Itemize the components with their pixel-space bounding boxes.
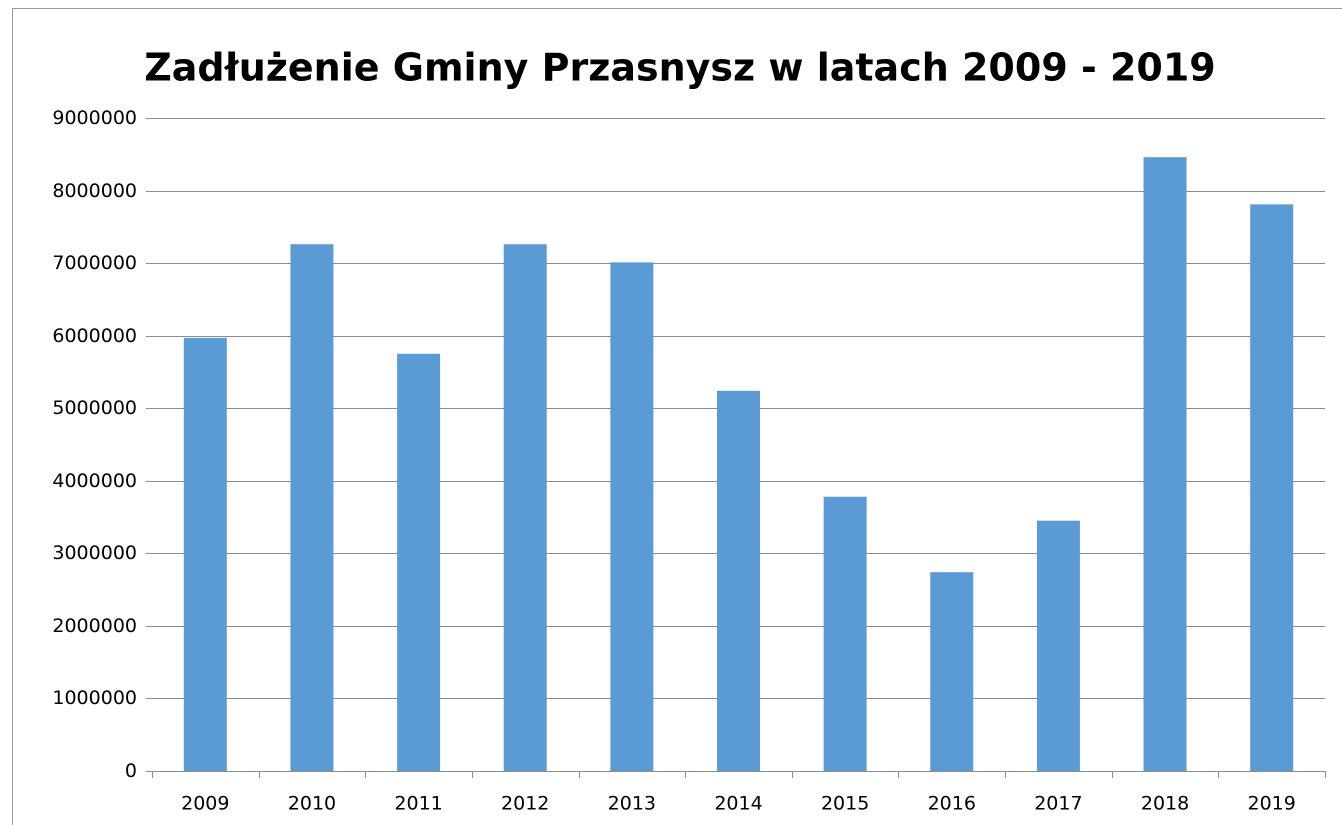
bar (930, 572, 974, 771)
y-tick-label: 7000000 (52, 252, 137, 274)
bar (1143, 157, 1187, 771)
y-tick-label: 8000000 (52, 180, 137, 202)
bar (823, 496, 867, 771)
bar (290, 244, 334, 771)
y-tick-label: 4000000 (52, 470, 137, 492)
y-tick-label: 3000000 (52, 542, 137, 564)
x-tick-label: 2010 (288, 793, 336, 815)
bar (183, 337, 227, 771)
x-tick-label: 2012 (501, 793, 549, 815)
x-tick-label: 2017 (1034, 793, 1082, 815)
y-tick-label: 9000000 (52, 107, 137, 129)
x-tick-label: 2015 (821, 793, 869, 815)
bar (1250, 204, 1294, 771)
bar (1036, 520, 1080, 771)
x-tick-label: 2013 (608, 793, 656, 815)
x-tick-label: 2011 (394, 793, 442, 815)
y-tick-label: 2000000 (52, 615, 137, 637)
y-tick-label: 0 (125, 760, 137, 782)
chart-border (12, 8, 1342, 825)
x-tick-label: 2009 (181, 793, 229, 815)
x-tick-label: 2018 (1141, 793, 1189, 815)
y-tick-label: 6000000 (52, 325, 137, 347)
bar (717, 390, 760, 771)
x-tick-label: 2016 (928, 793, 976, 815)
y-tick-label: 5000000 (52, 397, 137, 419)
chart-title: Zadłużenie Gminy Przasnysz w latach 2009… (144, 46, 1216, 90)
x-tick-label: 2014 (714, 793, 762, 815)
bar (610, 262, 654, 771)
y-tick-label: 1000000 (52, 687, 137, 709)
x-tick-label: 2019 (1248, 793, 1296, 815)
bar (397, 353, 441, 771)
bar (503, 244, 547, 771)
